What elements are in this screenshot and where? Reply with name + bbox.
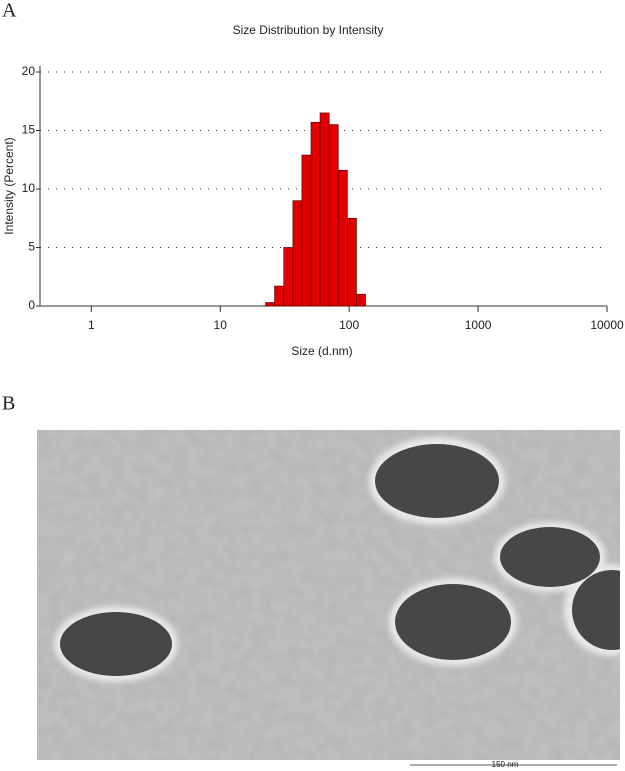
y-tick-label: 20 [22, 64, 36, 78]
panel-label: B [2, 393, 15, 415]
scale-bar-label: 150 nm [492, 760, 519, 769]
bar [337, 169, 348, 307]
panel-label: A [2, 0, 17, 22]
chart-title: Size Distribution by Intensity [233, 23, 384, 37]
bar [301, 154, 312, 307]
bar [292, 200, 303, 307]
x-tick-label: 1000 [465, 318, 492, 332]
x-axis-label: Size (d.nm) [291, 344, 352, 358]
bar [274, 285, 285, 307]
plot: 0 5 10 15 20 1 10 100 1000 10000 [22, 64, 624, 332]
y-tick-label: 10 [22, 181, 36, 195]
y-tick-label: 15 [22, 123, 36, 137]
y-axis-label: Intensity (Percent) [2, 137, 16, 234]
bar [265, 302, 275, 307]
bar [283, 247, 294, 307]
tem-image [37, 430, 620, 760]
x-tick-label: 10000 [590, 318, 624, 332]
bar [346, 217, 357, 307]
y-tick-label: 0 [28, 298, 35, 312]
bar [328, 124, 339, 307]
x-tick-label: 100 [339, 318, 359, 332]
image-texture [37, 430, 620, 760]
x-tick-label: 1 [88, 318, 95, 332]
bar [356, 293, 366, 307]
bar [310, 121, 321, 307]
x-tick-label: 10 [214, 318, 228, 332]
y-tick-label: 5 [28, 240, 35, 254]
bar [319, 112, 330, 307]
particles [60, 444, 620, 676]
